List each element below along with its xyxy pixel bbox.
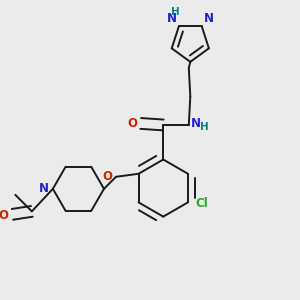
Text: O: O bbox=[127, 117, 137, 130]
Text: H: H bbox=[200, 122, 209, 132]
Text: O: O bbox=[0, 209, 9, 222]
Text: O: O bbox=[102, 170, 112, 183]
Text: H: H bbox=[171, 8, 180, 17]
Text: Cl: Cl bbox=[196, 197, 208, 210]
Text: N: N bbox=[167, 12, 176, 25]
Text: N: N bbox=[39, 182, 49, 195]
Text: N: N bbox=[191, 117, 201, 130]
Text: N: N bbox=[204, 12, 214, 25]
